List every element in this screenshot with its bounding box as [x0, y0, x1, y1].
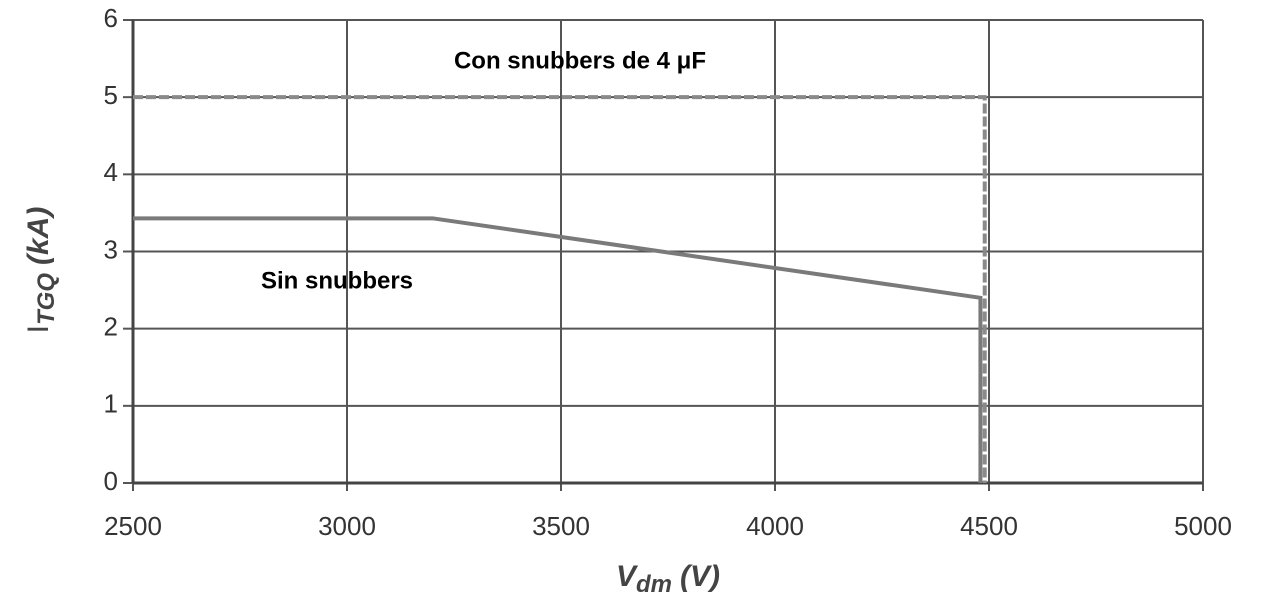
y-tick-label: 6: [104, 3, 118, 33]
x-label-sub: dm: [636, 571, 672, 598]
y-axis-label: ITGQ (kA): [22, 207, 60, 334]
x-label-main: V: [616, 560, 639, 593]
x-label-unit: (V): [680, 560, 720, 593]
y-tick-label: 0: [104, 466, 118, 496]
y-tick-label: 1: [104, 389, 118, 419]
y-tick-label: 4: [104, 157, 118, 187]
x-tick-label: 3500: [532, 511, 590, 541]
x-tick-label: 3000: [318, 511, 376, 541]
y-label-unit: (kA): [22, 207, 55, 265]
y-tick-label: 3: [104, 234, 118, 264]
y-label-main: I: [22, 325, 55, 333]
series-line: [133, 216, 983, 483]
series-label: Con snubbers de 4 μF: [454, 47, 706, 74]
y-tick-label: 2: [104, 312, 118, 342]
x-axis-label: Vdm (V): [616, 560, 720, 598]
x-tick-label: 5000: [1174, 511, 1232, 541]
x-tick-label: 4500: [960, 511, 1018, 541]
series-label: Sin snubbers: [261, 267, 413, 294]
y-tick-label: 5: [104, 80, 118, 110]
x-tick-label: 4000: [746, 511, 804, 541]
x-tick-label: 2500: [104, 511, 162, 541]
series-line: [133, 95, 987, 483]
y-label-sub: TGQ: [33, 273, 60, 325]
